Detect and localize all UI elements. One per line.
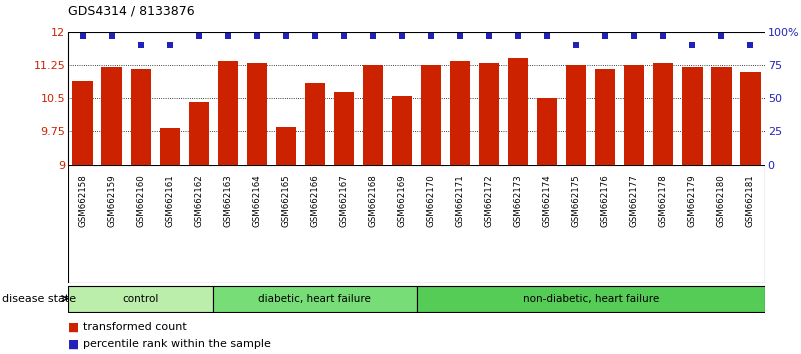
Text: GSM662172: GSM662172 [485,174,493,227]
Text: GSM662158: GSM662158 [78,174,87,227]
Bar [537,98,557,165]
Point [744,42,757,48]
Point [76,33,89,39]
Text: GSM662177: GSM662177 [630,174,638,227]
Text: GSM662164: GSM662164 [252,174,261,227]
Bar [450,61,470,165]
Point [308,33,321,39]
Text: GSM662167: GSM662167 [340,174,348,227]
Bar [334,92,354,165]
Point [163,42,176,48]
Bar [102,67,122,165]
Bar [304,83,325,165]
Point [251,33,264,39]
Point [280,33,292,39]
FancyBboxPatch shape [417,286,765,312]
Text: GSM662176: GSM662176 [601,174,610,227]
Bar [711,67,731,165]
Text: GSM662174: GSM662174 [543,174,552,227]
Text: disease state: disease state [2,294,76,304]
Point [425,33,437,39]
Text: GSM662166: GSM662166 [311,174,320,227]
Bar [247,63,267,165]
Point [135,42,147,48]
Bar [188,102,209,165]
Text: ■: ■ [68,338,83,350]
Text: percentile rank within the sample: percentile rank within the sample [83,339,271,349]
Text: diabetic, heart failure: diabetic, heart failure [259,293,372,304]
Text: GSM662159: GSM662159 [107,174,116,227]
Bar [421,65,441,165]
Point [657,33,670,39]
Bar [682,67,702,165]
Point [192,33,205,39]
Bar [363,65,383,165]
Point [715,33,728,39]
Text: GSM662169: GSM662169 [397,174,406,227]
FancyBboxPatch shape [213,286,417,312]
Text: GSM662181: GSM662181 [746,174,755,227]
Point [221,33,234,39]
Text: GSM662165: GSM662165 [281,174,290,227]
Bar [159,128,180,165]
Text: GSM662175: GSM662175 [572,174,581,227]
Text: GSM662162: GSM662162 [195,174,203,227]
Point [628,33,641,39]
Text: GSM662171: GSM662171 [456,174,465,227]
Bar [72,80,93,165]
Bar [740,72,761,165]
Text: GSM662173: GSM662173 [513,174,522,227]
Text: GSM662170: GSM662170 [427,174,436,227]
Bar [131,69,151,165]
Bar [653,63,674,165]
Bar [508,58,529,165]
Text: GSM662178: GSM662178 [659,174,668,227]
Point [570,42,582,48]
Text: GSM662161: GSM662161 [165,174,174,227]
FancyBboxPatch shape [68,286,213,312]
Text: GSM662168: GSM662168 [368,174,377,227]
Text: GDS4314 / 8133876: GDS4314 / 8133876 [68,5,195,18]
Point [367,33,380,39]
Bar [479,63,499,165]
Point [337,33,350,39]
Bar [392,96,413,165]
Point [483,33,496,39]
Text: ■: ■ [68,321,83,334]
Point [105,33,118,39]
Bar [566,65,586,165]
Text: GSM662160: GSM662160 [136,174,145,227]
Bar [595,69,615,165]
Point [541,33,553,39]
Text: control: control [123,293,159,304]
Text: GSM662179: GSM662179 [688,174,697,227]
Bar [218,61,238,165]
Point [512,33,525,39]
Bar [624,65,645,165]
Text: transformed count: transformed count [83,322,187,332]
Text: GSM662163: GSM662163 [223,174,232,227]
Point [686,42,698,48]
Point [396,33,409,39]
Point [453,33,466,39]
Bar [276,127,296,165]
Point [599,33,612,39]
Text: GSM662180: GSM662180 [717,174,726,227]
Text: non-diabetic, heart failure: non-diabetic, heart failure [522,293,659,304]
